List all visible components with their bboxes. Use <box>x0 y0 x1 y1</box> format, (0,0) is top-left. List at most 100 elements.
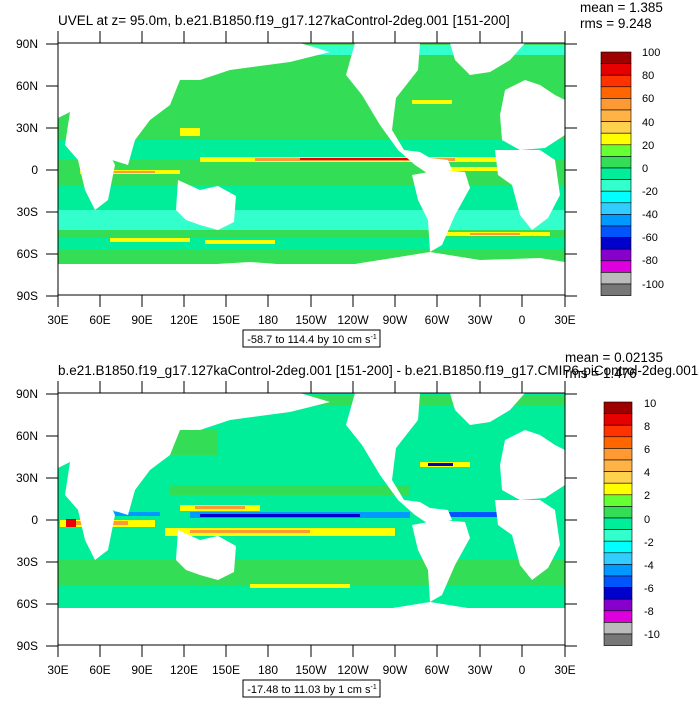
lon-label-30e-east: 30E <box>554 663 575 677</box>
colorbar-swatch <box>603 610 633 623</box>
colorbar-swatch <box>603 552 633 565</box>
panel-2-title: b.e21.B1850.f19_g17.127kaControl-2deg.00… <box>58 363 698 378</box>
cb1-label-80: 80 <box>642 70 654 82</box>
lon-label-30w: 30W <box>468 663 493 677</box>
colorbar-swatch <box>600 167 632 180</box>
panel-1-lat-ticks <box>46 43 577 297</box>
lon-label-30e: 30E <box>47 663 68 677</box>
panel-1-mean: mean = 1.385 <box>580 0 663 15</box>
colorbar-swatch <box>600 109 632 122</box>
colorbar-swatch <box>603 471 633 484</box>
cb1-label-40: 40 <box>642 117 654 129</box>
panel-1-range-box: -58.7 to 114.4 by 10 cm s-1 <box>242 329 381 348</box>
colorbar-swatch <box>600 202 632 215</box>
lon-label-120w: 120W <box>337 663 369 677</box>
lat-label-90s: 90S <box>17 639 38 653</box>
lon-label-60e: 60E <box>89 663 110 677</box>
colorbar-swatch <box>600 63 632 76</box>
panel-2-rms: rms = 1.476 <box>565 366 637 381</box>
panel-1-map <box>57 42 566 296</box>
colorbar-swatch <box>600 272 632 285</box>
panel-1-lon-axis: 30E 60E 90E 120E 150E 180 150W 120W 90W … <box>47 313 575 327</box>
lon-label-150e: 150E <box>212 663 240 677</box>
lat-label-30s: 30S <box>17 555 38 569</box>
colorbar-swatch <box>600 190 632 204</box>
colorbar-swatch <box>600 225 632 238</box>
lat-label-eq: 0 <box>31 163 38 177</box>
lon-label-30e-east: 30E <box>554 313 575 327</box>
panel-1-colorbar-swatches <box>600 51 632 296</box>
panel-1-title: UVEL at z= 95.0m, b.e21.B1850.f19_g17.12… <box>58 13 510 28</box>
colorbar-swatch <box>600 132 632 146</box>
lon-label-30e: 30E <box>47 313 68 327</box>
cb1-label-m80: -80 <box>642 255 658 267</box>
cb2-label-m2: -2 <box>644 537 654 549</box>
cb1-label-20: 20 <box>642 140 654 152</box>
colorbar-swatch <box>603 482 633 496</box>
colorbar-swatch <box>603 575 633 588</box>
colorbar-swatch <box>600 179 632 192</box>
lon-label-90e: 90E <box>131 663 152 677</box>
panel-1-lat-axis: 90N 60N 30N 0 30S 60S 90S <box>16 37 38 303</box>
svg-text:-58.7 to 114.4 by 10 cm s-1: -58.7 to 114.4 by 10 cm s-1 <box>247 334 377 346</box>
cb1-label-0: 0 <box>642 163 648 175</box>
colorbar-swatch <box>600 283 632 296</box>
cb1-label-m100: -100 <box>642 279 664 291</box>
svg-text:-17.48 to 11.03 by 1 cm s-1: -17.48 to 11.03 by 1 cm s-1 <box>247 684 377 696</box>
cb2-label-0: 0 <box>644 514 650 526</box>
cb1-label-60: 60 <box>642 93 654 105</box>
colorbar-swatch <box>600 260 632 273</box>
colorbar-swatch <box>603 529 633 542</box>
cb1-label-m40: -40 <box>642 209 658 221</box>
panel-1-range-label: -58.7 to 114.4 by 10 cm s <box>247 334 371 346</box>
lon-label-0: 0 <box>519 313 526 327</box>
lon-label-120e: 120E <box>170 663 198 677</box>
colorbar-swatch <box>600 98 632 111</box>
lat-label-30n: 30N <box>16 121 38 135</box>
lon-label-30w: 30W <box>468 313 493 327</box>
lon-label-60w: 60W <box>425 663 450 677</box>
lat-label-90n: 90N <box>16 37 38 51</box>
panel-1-lon-ticks <box>57 31 566 307</box>
colorbar-swatch <box>603 587 633 600</box>
cb2-label-4: 4 <box>644 467 650 479</box>
lon-label-120e: 120E <box>170 313 198 327</box>
lon-label-150w: 150W <box>295 313 327 327</box>
cb1-label-m20: -20 <box>642 186 658 198</box>
colorbar-swatch <box>603 564 633 577</box>
colorbar-swatch <box>603 598 633 612</box>
panel-2-colorbar-labels: 10 8 6 4 2 0 -2 -4 -6 -8 -10 <box>644 398 660 641</box>
lon-label-150w: 150W <box>295 663 327 677</box>
cb2-label-m10: -10 <box>644 629 660 641</box>
colorbar-swatch <box>603 494 633 507</box>
lon-label-180: 180 <box>258 313 278 327</box>
lat-label-60n: 60N <box>16 79 38 93</box>
lon-label-60e: 60E <box>89 313 110 327</box>
lon-label-150e: 150E <box>212 313 240 327</box>
cb1-label-m60: -60 <box>642 232 658 244</box>
lat-label-90s: 90S <box>17 289 38 303</box>
lon-label-60w: 60W <box>425 313 450 327</box>
lat-label-30n: 30N <box>16 471 38 485</box>
colorbar-swatch <box>600 248 632 262</box>
colorbar-swatch <box>603 401 633 414</box>
panel-2-range-unit: -1 <box>371 684 377 691</box>
cb2-label-6: 6 <box>644 444 650 456</box>
lat-label-60s: 60S <box>17 247 38 261</box>
lon-label-0: 0 <box>519 663 526 677</box>
panel-1-range-unit: -1 <box>371 334 377 341</box>
panel-2-colorbar-swatches <box>603 401 633 646</box>
cb2-label-8: 8 <box>644 421 650 433</box>
panel-2-mean: mean = 0.02135 <box>565 350 663 365</box>
colorbar-swatch <box>603 459 633 472</box>
colorbar-swatch <box>603 506 633 519</box>
lon-label-180: 180 <box>258 663 278 677</box>
panel-2-range-label: -17.48 to 11.03 by 1 cm s <box>247 684 371 696</box>
lon-label-90e: 90E <box>131 313 152 327</box>
colorbar-swatch <box>603 633 633 646</box>
panel-2-lat-ticks <box>46 393 577 647</box>
colorbar-swatch <box>600 156 632 169</box>
colorbar-swatch <box>600 214 632 227</box>
colorbar-swatch <box>600 237 632 250</box>
